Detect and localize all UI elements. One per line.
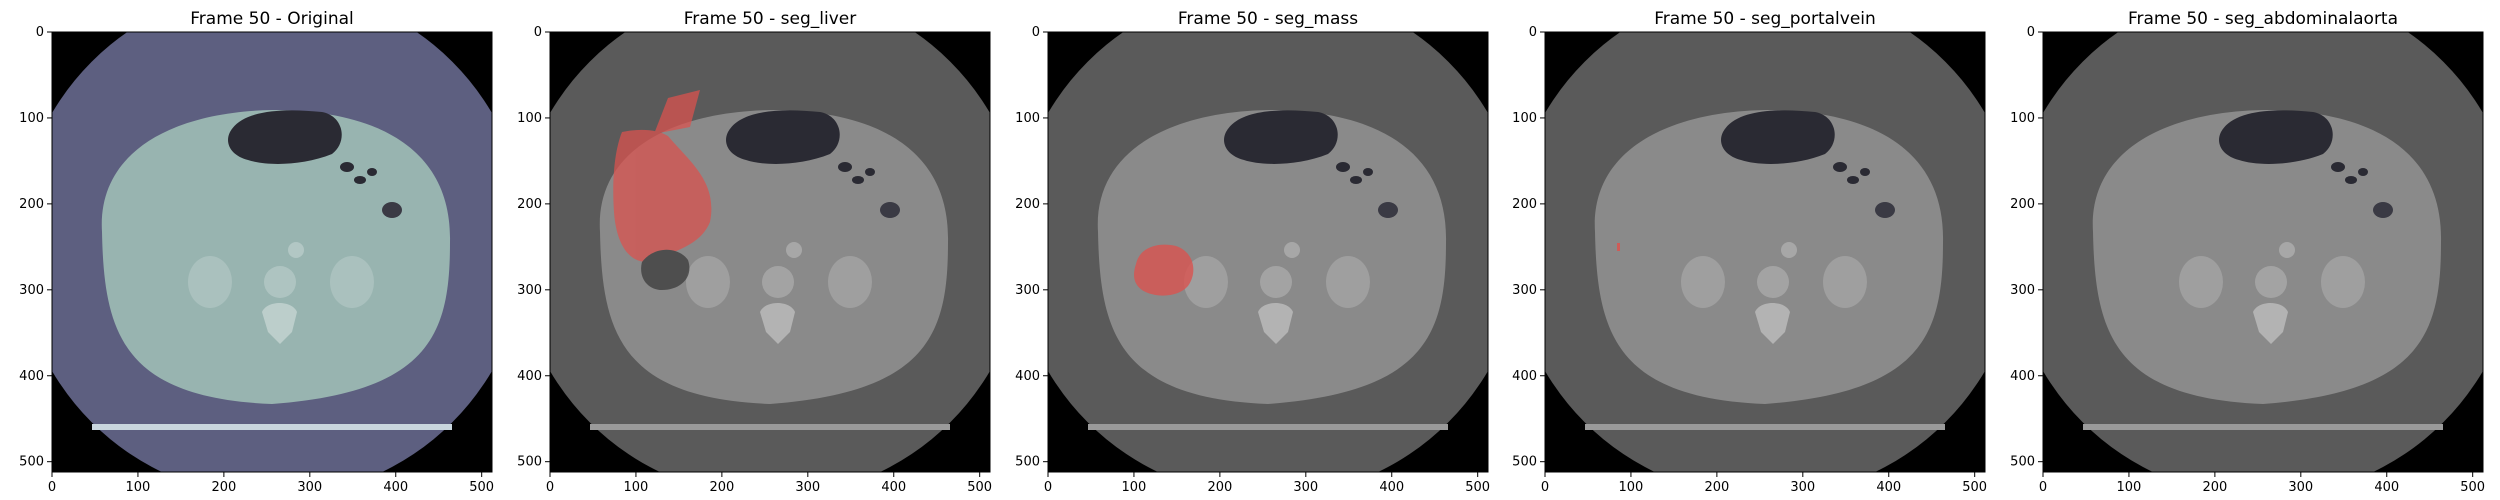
y-tick-label: 100 <box>19 111 44 126</box>
y-tick-label: 100 <box>2010 111 2035 126</box>
panel-2: Frame 50 - seg_liver 0 100 200 300 400 500 0 100… <box>517 9 992 495</box>
y-tick-label: 400 <box>1015 369 1040 384</box>
y-tick-label: 400 <box>1512 369 1537 384</box>
x-tick-label: 200 <box>2202 480 2227 495</box>
mass-overlay <box>1134 244 1194 296</box>
axes-frame <box>1544 31 1986 473</box>
panel-title: Frame 50 - seg_abdominalaorta <box>2128 9 2398 29</box>
y-tick-label: 0 <box>1032 25 1040 40</box>
panel-4: Frame 50 - seg_portalvein 0 100 200 300 400 50… <box>1512 9 1987 495</box>
y-tick-label: 0 <box>36 25 44 40</box>
x-tick-label: 0 <box>48 480 56 495</box>
y-tick-label: 300 <box>2010 283 2035 298</box>
y-tick-label: 100 <box>1015 111 1040 126</box>
x-tick-label: 400 <box>881 480 906 495</box>
body-outline <box>1097 110 1447 404</box>
y-tick-label: 100 <box>517 111 542 126</box>
y-tick-label: 100 <box>1512 111 1537 126</box>
y-tick-label: 400 <box>2010 369 2035 384</box>
x-tick-label: 200 <box>709 480 734 495</box>
panel-title: Frame 50 - seg_portalvein <box>1654 9 1876 29</box>
x-tick-label: 200 <box>1704 480 1729 495</box>
y-tick-label: 0 <box>2027 25 2035 40</box>
x-tick-label: 200 <box>211 480 236 495</box>
panel-1: Frame 50 - Original 0 100 200 300 400 500 0 100 2… <box>19 9 494 495</box>
x-tick-label: 300 <box>2288 480 2313 495</box>
x-tick-label: 500 <box>469 480 494 495</box>
ct-image <box>550 32 990 472</box>
y-tick-label: 500 <box>1512 455 1537 470</box>
y-tick-label: 500 <box>2010 455 2035 470</box>
body-outline <box>2092 110 2442 404</box>
x-tick-label: 100 <box>2117 480 2142 495</box>
y-tick-label: 200 <box>517 197 542 212</box>
y-tick-label: 400 <box>19 369 44 384</box>
liver-overlay <box>613 90 712 290</box>
y-tick-label: 200 <box>2010 197 2035 212</box>
ct-image <box>2043 32 2483 472</box>
x-tick-label: 0 <box>1044 480 1052 495</box>
y-tick-label: 0 <box>1529 25 1537 40</box>
y-tick-label: 200 <box>1512 197 1537 212</box>
y-tick-label: 300 <box>1015 283 1040 298</box>
y-tick-label: 500 <box>517 455 542 470</box>
x-tick-label: 200 <box>1207 480 1232 495</box>
panel-5: Frame 50 - seg_abdominalaorta 0 100 200 300 4… <box>2010 9 2485 495</box>
x-tick-label: 300 <box>795 480 820 495</box>
x-tick-label: 500 <box>2460 480 2485 495</box>
x-tick-label: 400 <box>383 480 408 495</box>
x-tick-label: 500 <box>1962 480 1987 495</box>
x-tick-label: 100 <box>624 480 649 495</box>
body-outline <box>1594 110 1944 404</box>
x-tick-label: 0 <box>2039 480 2047 495</box>
axes-frame <box>51 31 493 473</box>
x-tick-label: 500 <box>1465 480 1490 495</box>
ct-image <box>1048 32 1488 472</box>
panel-title: Frame 50 - seg_liver <box>684 9 857 29</box>
panel-3: Frame 50 - seg_mass 0 100 200 300 400 500 0 100 2… <box>1015 9 1490 495</box>
y-tick-label: 300 <box>517 283 542 298</box>
x-tick-label: 300 <box>1790 480 1815 495</box>
x-tick-label: 400 <box>2374 480 2399 495</box>
x-tick-label: 0 <box>1541 480 1549 495</box>
x-tick-label: 100 <box>1122 480 1147 495</box>
x-tick-label: 500 <box>967 480 992 495</box>
y-tick-label: 400 <box>517 369 542 384</box>
y-tick-label: 200 <box>1015 197 1040 212</box>
portalvein-overlay <box>1617 243 1620 251</box>
y-tick-label: 200 <box>19 197 44 212</box>
axes-frame <box>549 31 991 473</box>
x-tick-label: 400 <box>1379 480 1404 495</box>
ct-image <box>1545 32 1985 472</box>
x-tick-label: 100 <box>1619 480 1644 495</box>
y-tick-label: 300 <box>19 283 44 298</box>
y-tick-label: 300 <box>1512 283 1537 298</box>
ct-image <box>52 32 492 472</box>
x-tick-label: 400 <box>1876 480 1901 495</box>
x-tick-label: 100 <box>126 480 151 495</box>
x-tick-label: 300 <box>297 480 322 495</box>
x-tick-label: 300 <box>1293 480 1318 495</box>
y-tick-label: 0 <box>534 25 542 40</box>
panel-title: Frame 50 - Original <box>190 9 353 29</box>
y-tick-label: 500 <box>19 455 44 470</box>
axes-frame <box>1047 31 1489 473</box>
x-tick-label: 0 <box>546 480 554 495</box>
axes-frame <box>2042 31 2484 473</box>
panel-title: Frame 50 - seg_mass <box>1178 9 1358 29</box>
body-outline <box>101 110 451 404</box>
y-tick-label: 500 <box>1015 455 1040 470</box>
